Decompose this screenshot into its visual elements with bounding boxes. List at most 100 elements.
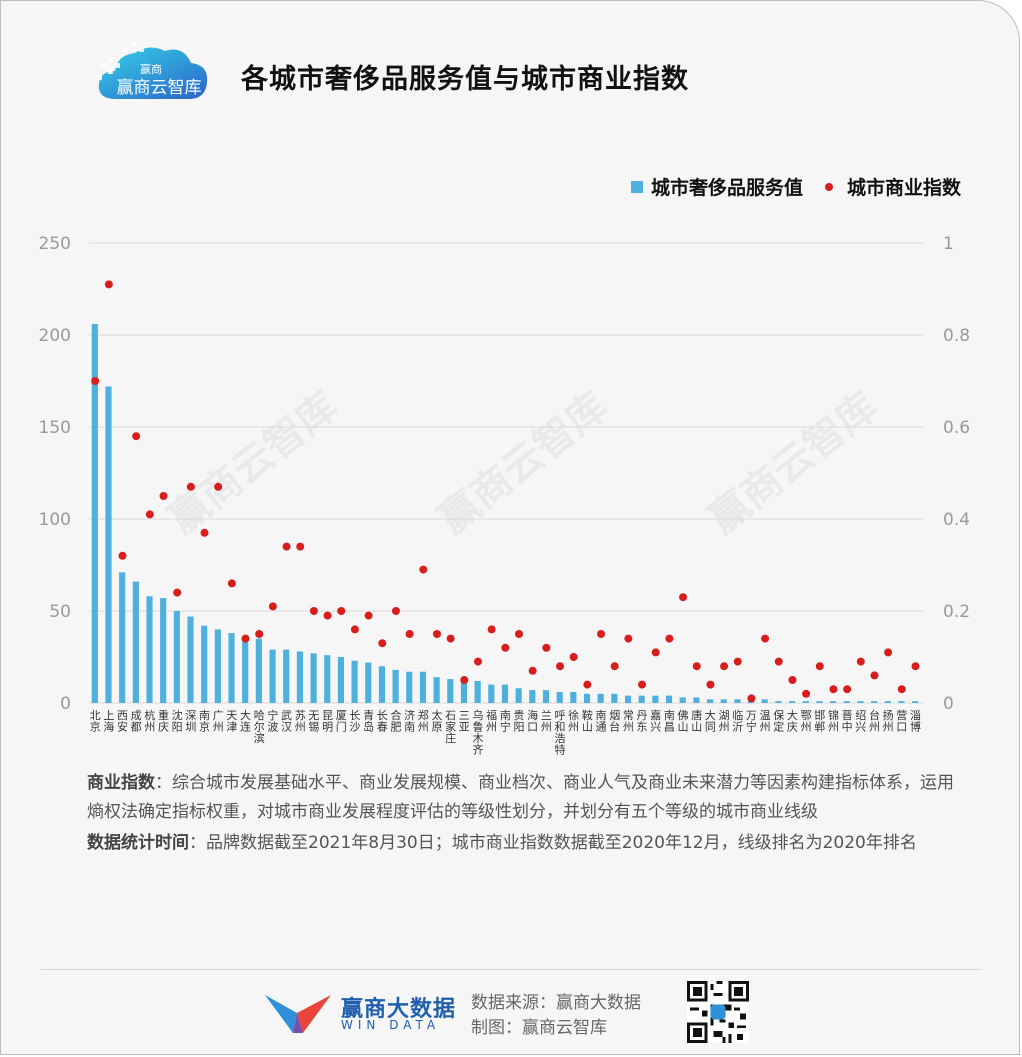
y2-tick-label: 0.2 xyxy=(943,602,970,622)
bar xyxy=(912,701,919,703)
footer-divider xyxy=(41,969,981,970)
x-tick-label: 乌鲁木齐 xyxy=(472,708,483,757)
data-point xyxy=(870,671,879,680)
y2-tick-label: 1 xyxy=(943,234,954,254)
legend-dot-swatch xyxy=(824,182,833,191)
x-tick-label: 苏州 xyxy=(295,709,306,734)
data-point xyxy=(788,676,797,684)
x-tick-label: 鄂州 xyxy=(801,709,812,734)
legend-bar-label: 城市奢侈品服务值 xyxy=(650,177,803,199)
x-tick-label: 唐山 xyxy=(691,708,702,734)
data-point xyxy=(118,551,127,560)
y-tick-label: 200 xyxy=(39,326,71,346)
bar xyxy=(173,611,180,703)
x-tick-label: 大同 xyxy=(705,708,716,734)
bar xyxy=(255,638,262,703)
x-tick-label: 沈阳 xyxy=(172,708,183,734)
x-tick-label: 大庆 xyxy=(787,708,798,734)
x-tick-label: 锦州 xyxy=(828,708,839,734)
x-tick-label: 成都 xyxy=(131,709,142,734)
x-tick-label: 烟台 xyxy=(609,708,620,734)
x-tick-label: 武汉 xyxy=(281,709,292,734)
data-point xyxy=(446,634,455,643)
x-tick-label: 济南 xyxy=(404,708,415,734)
data-point xyxy=(364,611,373,620)
data-point xyxy=(556,662,565,671)
x-tick-label: 营口 xyxy=(896,708,907,734)
x-tick-label: 福州 xyxy=(486,708,497,734)
x-tick-label: 嘉兴 xyxy=(650,708,661,734)
bar xyxy=(857,701,864,703)
data-point xyxy=(378,639,387,648)
bar xyxy=(228,633,235,703)
x-tick-label: 兰州 xyxy=(541,709,552,734)
x-tick-label: 西安 xyxy=(117,709,128,734)
data-point xyxy=(856,657,865,666)
bar xyxy=(556,691,563,703)
data-point xyxy=(186,482,195,491)
chart-legend: 城市奢侈品服务值 城市商业指数 xyxy=(630,173,961,200)
y-tick-label: 100 xyxy=(39,510,71,530)
bar xyxy=(884,701,891,703)
x-tick-label: 深圳 xyxy=(185,709,196,734)
bar xyxy=(447,679,454,703)
windata-logo-icon xyxy=(265,995,331,1033)
x-tick-label: 万宁 xyxy=(746,709,757,734)
data-point xyxy=(911,662,920,671)
bar xyxy=(529,690,536,703)
x-tick-label: 昆明 xyxy=(322,709,333,734)
data-point xyxy=(802,689,811,698)
x-tick-label: 南通 xyxy=(596,709,607,734)
cloud-logo-icon: 赢商 赢商云智库 xyxy=(97,41,208,99)
x-tick-label: 宁波 xyxy=(267,708,278,734)
x-tick-label: 晋中 xyxy=(842,709,853,734)
data-point xyxy=(419,565,428,574)
y-tick-label: 150 xyxy=(39,418,71,438)
data-point xyxy=(843,685,852,694)
note-commercial-index: 商业指数：综合城市发展基础水平、商业发展规模、商业档次、商业人气及商业未来潜力等… xyxy=(87,773,954,822)
x-tick-label: 太原 xyxy=(431,709,442,734)
bar xyxy=(392,669,399,703)
bar xyxy=(583,693,591,703)
x-tick-label: 临沂 xyxy=(732,708,743,734)
data-point xyxy=(583,680,592,689)
bar xyxy=(419,671,427,703)
bar xyxy=(283,649,290,703)
notes-section: 商业指数：综合城市发展基础水平、商业发展规模、商业档次、商业人气及商业未来潜力等… xyxy=(87,769,957,860)
legend-item-dot: 城市商业指数 xyxy=(824,173,961,200)
x-tick-label: 常州 xyxy=(623,709,634,734)
legend-dot-label: 城市商业指数 xyxy=(846,177,961,199)
note-data-time: 数据统计时间：品牌数据截至2021年8月30日；城市商业指数数据截至2020年1… xyxy=(87,833,917,853)
data-point xyxy=(542,643,551,652)
bar xyxy=(310,653,317,703)
x-tick-label: 贵阳 xyxy=(513,709,524,734)
bar xyxy=(296,651,303,703)
legend-bar-swatch xyxy=(630,180,643,193)
bar xyxy=(501,684,509,703)
data-point xyxy=(132,432,141,441)
bar xyxy=(406,671,413,703)
x-tick-label: 温州 xyxy=(760,709,771,734)
bar xyxy=(789,701,796,703)
bar xyxy=(734,699,741,703)
bar xyxy=(679,697,686,703)
data-point xyxy=(323,611,332,620)
data-point xyxy=(460,676,469,684)
data-point xyxy=(91,377,100,385)
x-tick-label: 保定 xyxy=(773,708,784,734)
x-tick-label: 鞍山 xyxy=(582,708,593,734)
y2-tick-label: 0.4 xyxy=(943,510,970,530)
bar xyxy=(611,693,618,703)
bar xyxy=(365,662,372,703)
bar xyxy=(843,701,850,703)
footer-credits: 数据来源：赢商大数据 制图：赢商云智库 xyxy=(471,991,641,1041)
x-tick-label: 石家庄 xyxy=(445,709,456,745)
x-tick-label: 杭州 xyxy=(144,708,155,734)
data-point xyxy=(897,685,906,694)
data-point xyxy=(733,657,742,666)
x-tick-label: 南京 xyxy=(199,709,210,734)
y2-tick-label: 0.8 xyxy=(943,326,970,346)
x-tick-label: 三亚 xyxy=(459,709,470,734)
data-point xyxy=(665,634,674,643)
